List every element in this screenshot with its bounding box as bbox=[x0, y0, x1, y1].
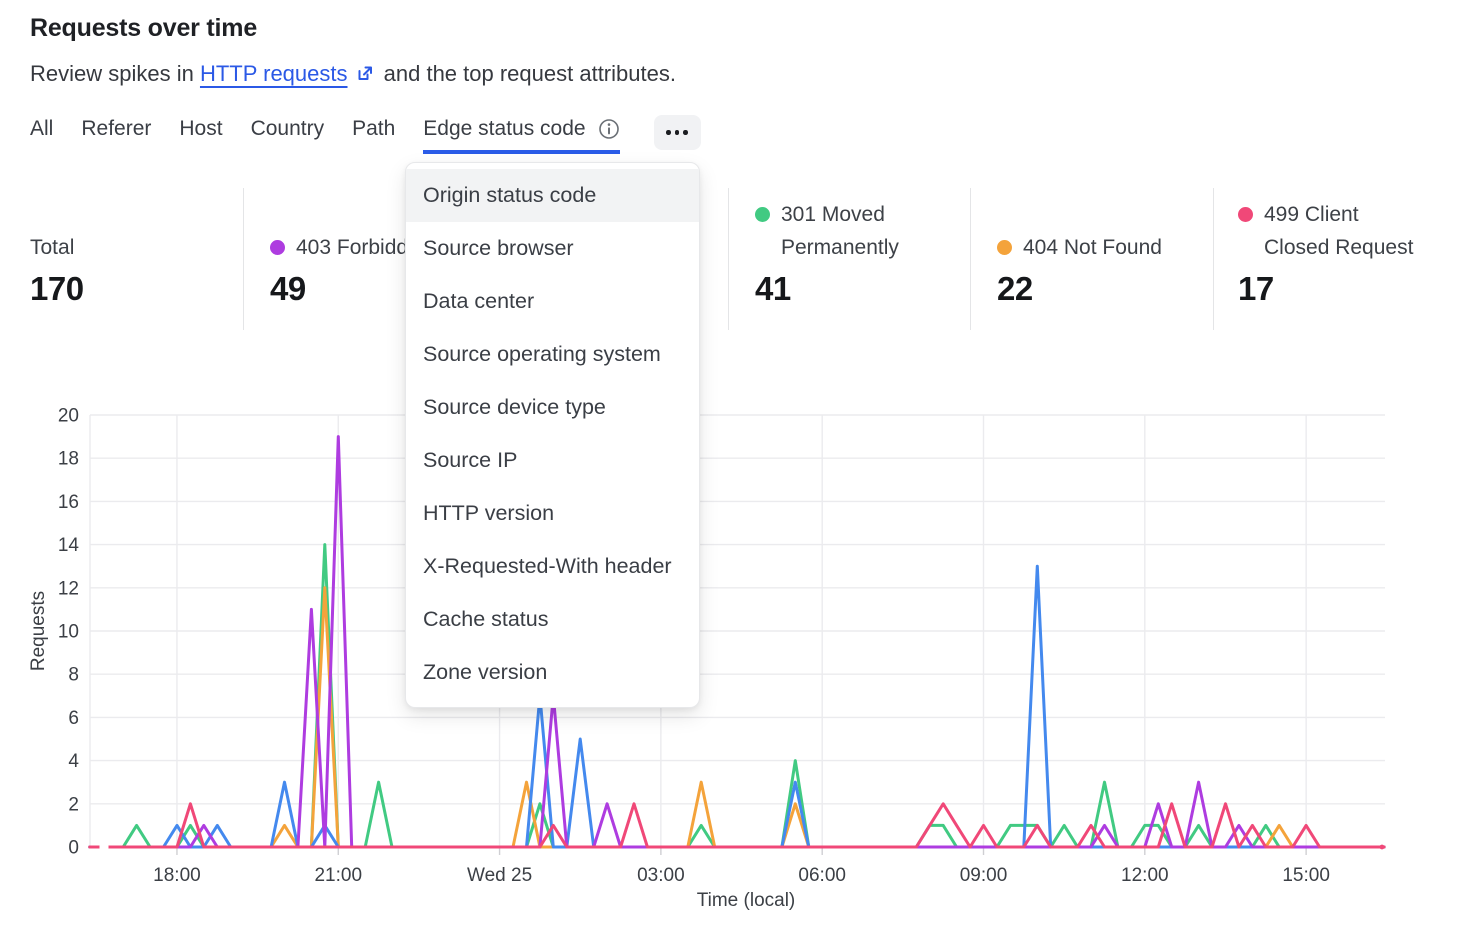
tab-all[interactable]: All bbox=[30, 117, 54, 140]
svg-text:2: 2 bbox=[68, 794, 79, 815]
svg-text:21:00: 21:00 bbox=[314, 865, 362, 886]
svg-text:Time (local): Time (local) bbox=[697, 890, 796, 911]
subtitle: Review spikes in HTTP requests and the t… bbox=[30, 61, 676, 89]
stat-label: 499 Client Closed Request bbox=[1264, 203, 1414, 259]
stat-value: 22 bbox=[997, 270, 1033, 307]
svg-text:0: 0 bbox=[68, 838, 79, 859]
stat-label: 301 Moved Permanently bbox=[781, 203, 899, 259]
ellipsis-icon bbox=[666, 130, 671, 135]
series-dot-404 bbox=[997, 240, 1012, 255]
http-requests-link[interactable]: HTTP requests bbox=[199, 61, 348, 86]
stat-value: 170 bbox=[30, 270, 84, 307]
svg-text:4: 4 bbox=[68, 751, 79, 772]
attribute-dropdown-menu: Origin status code Source browser Data c… bbox=[405, 162, 700, 708]
svg-text:12: 12 bbox=[58, 578, 79, 599]
stat-value: 17 bbox=[1238, 270, 1274, 307]
svg-text:16: 16 bbox=[58, 492, 79, 513]
stat-card-403: 403 Forbidden 49 bbox=[270, 198, 431, 308]
stat-label: 403 Forbidden bbox=[296, 236, 432, 259]
stat-card-301: 301 Moved Permanently 41 bbox=[755, 198, 945, 308]
svg-text:10: 10 bbox=[58, 622, 79, 643]
menu-item-source-operating-system[interactable]: Source operating system bbox=[423, 342, 661, 366]
svg-text:20: 20 bbox=[58, 406, 79, 427]
stat-card-404: 404 Not Found 22 bbox=[997, 198, 1162, 308]
external-link-icon bbox=[355, 63, 374, 89]
stat-divider bbox=[243, 188, 244, 330]
svg-text:Wed 25: Wed 25 bbox=[467, 865, 532, 886]
svg-text:09:00: 09:00 bbox=[960, 865, 1008, 886]
stat-label: 404 Not Found bbox=[1023, 236, 1162, 259]
menu-item-source-device-type[interactable]: Source device type bbox=[423, 395, 606, 419]
menu-item-source-browser[interactable]: Source browser bbox=[423, 236, 574, 260]
stat-value: 49 bbox=[270, 270, 306, 307]
svg-text:8: 8 bbox=[68, 665, 79, 686]
attribute-tabs: All Referer Host Country Path Edge statu… bbox=[30, 115, 701, 154]
page-title: Requests over time bbox=[30, 14, 258, 42]
stat-divider bbox=[1213, 188, 1214, 330]
svg-text:15:00: 15:00 bbox=[1282, 865, 1330, 886]
more-tabs-button[interactable] bbox=[653, 115, 701, 150]
stat-card-total: Total 170 bbox=[30, 198, 84, 308]
tab-path[interactable]: Path bbox=[352, 117, 396, 140]
series-dot-499 bbox=[1238, 207, 1253, 222]
svg-text:03:00: 03:00 bbox=[637, 865, 685, 886]
svg-text:18:00: 18:00 bbox=[153, 865, 201, 886]
tab-country[interactable]: Country bbox=[250, 117, 325, 140]
stat-label: Total bbox=[30, 236, 75, 259]
tab-edge-status-code[interactable]: Edge status code bbox=[423, 117, 620, 154]
stat-divider bbox=[970, 188, 971, 330]
tab-host[interactable]: Host bbox=[179, 117, 223, 140]
menu-item-data-center[interactable]: Data center bbox=[423, 289, 535, 313]
svg-text:12:00: 12:00 bbox=[1121, 865, 1169, 886]
menu-item-http-version[interactable]: HTTP version bbox=[423, 501, 555, 525]
stat-card-499: 499 Client Closed Request 17 bbox=[1238, 198, 1448, 308]
svg-text:18: 18 bbox=[58, 449, 79, 470]
menu-item-x-requested-with-header[interactable]: X-Requested-With header bbox=[423, 554, 672, 578]
tab-referer[interactable]: Referer bbox=[81, 117, 152, 140]
svg-text:Requests: Requests bbox=[28, 591, 49, 671]
subtitle-suffix: and the top request attributes. bbox=[383, 61, 676, 86]
menu-item-source-ip[interactable]: Source IP bbox=[423, 448, 518, 472]
stat-divider bbox=[728, 188, 729, 330]
svg-text:14: 14 bbox=[58, 535, 80, 556]
series-dot-301 bbox=[755, 207, 770, 222]
stat-value: 41 bbox=[755, 270, 791, 307]
menu-item-zone-version[interactable]: Zone version bbox=[423, 660, 548, 684]
svg-text:06:00: 06:00 bbox=[798, 865, 846, 886]
series-dot-403 bbox=[270, 240, 285, 255]
info-icon[interactable] bbox=[598, 118, 620, 140]
tab-edge-status-code-label: Edge status code bbox=[423, 117, 586, 140]
svg-text:6: 6 bbox=[68, 708, 79, 729]
menu-item-origin-status-code[interactable]: Origin status code bbox=[406, 169, 699, 222]
subtitle-prefix: Review spikes in bbox=[30, 61, 194, 86]
menu-item-cache-status[interactable]: Cache status bbox=[423, 607, 549, 631]
